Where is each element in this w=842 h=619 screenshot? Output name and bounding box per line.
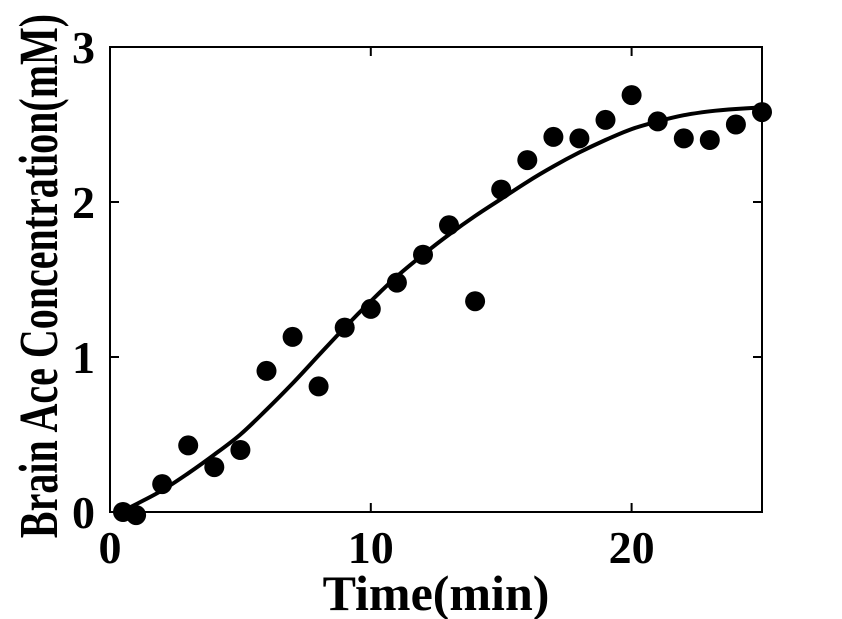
data-point: [256, 360, 277, 381]
data-point: [752, 102, 772, 123]
data-point: [699, 130, 720, 150]
data-point: [595, 109, 616, 130]
x-tick-label: 10: [348, 522, 394, 573]
x-tick-label: 20: [609, 522, 655, 573]
data-point: [465, 291, 486, 312]
data-point: [178, 435, 199, 456]
data-point: [126, 505, 147, 526]
data-point: [386, 272, 407, 293]
y-tick-label: 2: [72, 177, 95, 228]
y-axis-label: Brain Ace Concentration(mM): [9, 14, 70, 538]
data-point: [673, 128, 694, 149]
y-tick-label: 3: [72, 22, 95, 73]
data-point: [621, 85, 642, 106]
data-point: [517, 150, 538, 171]
x-tick-label: 0: [99, 522, 122, 573]
series-layer: [113, 85, 772, 526]
data-point: [543, 126, 564, 147]
y-tick-label: 0: [72, 487, 95, 538]
y-tick-label: 1: [72, 332, 95, 383]
data-point: [569, 128, 590, 149]
data-point: [725, 114, 746, 135]
plot-box: [109, 46, 763, 513]
data-point: [230, 440, 251, 460]
data-point: [204, 457, 225, 478]
sigmoid-fit-curve: [118, 105, 764, 514]
data-point: [282, 326, 303, 347]
data-point: [308, 376, 329, 397]
x-axis-label: Time(min): [323, 565, 550, 619]
tick-label-layer: 0 10 20 0 1 2 3: [72, 22, 655, 573]
axes-layer: [109, 46, 763, 513]
